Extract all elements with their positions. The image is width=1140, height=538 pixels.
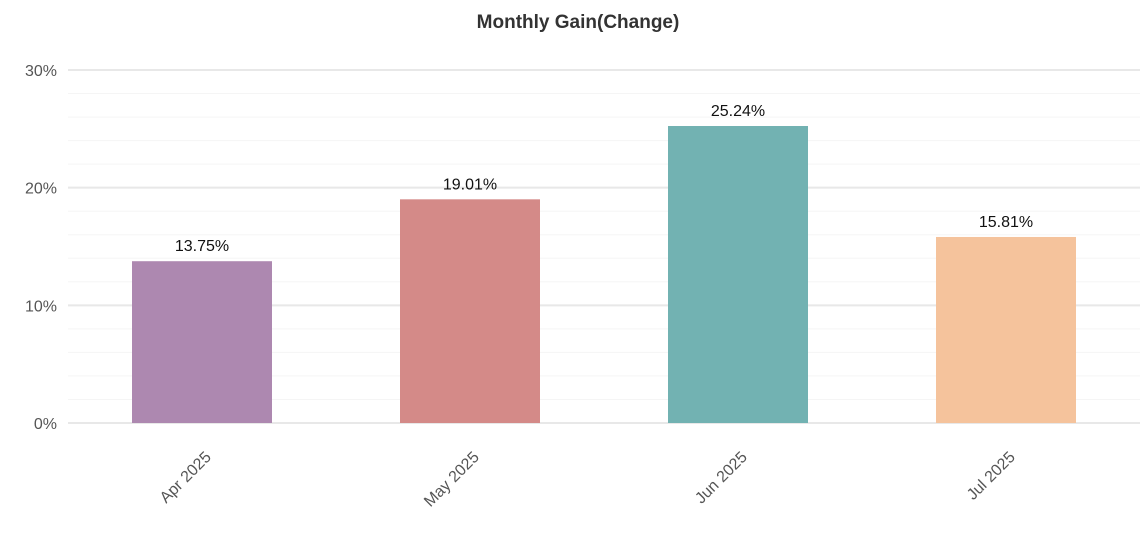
x-tick-label: Apr 2025 — [157, 449, 215, 507]
x-tick-label: Jun 2025 — [692, 449, 751, 508]
data-label: 19.01% — [443, 176, 497, 193]
y-tick-label: 20% — [25, 181, 57, 198]
bar — [400, 199, 540, 423]
y-tick-label: 30% — [25, 63, 57, 80]
x-tick-label: May 2025 — [421, 449, 483, 511]
chart-title: Monthly Gain(Change) — [477, 12, 680, 33]
bar — [936, 236, 1076, 423]
y-tick-label: 0% — [34, 416, 57, 433]
bar — [132, 261, 272, 423]
data-label: 13.75% — [175, 238, 229, 255]
data-label: 25.24% — [711, 103, 765, 120]
y-tick-label: 10% — [25, 298, 57, 315]
x-tick-label: Jul 2025 — [964, 449, 1019, 504]
bar — [668, 126, 808, 423]
data-label: 15.81% — [979, 214, 1033, 231]
